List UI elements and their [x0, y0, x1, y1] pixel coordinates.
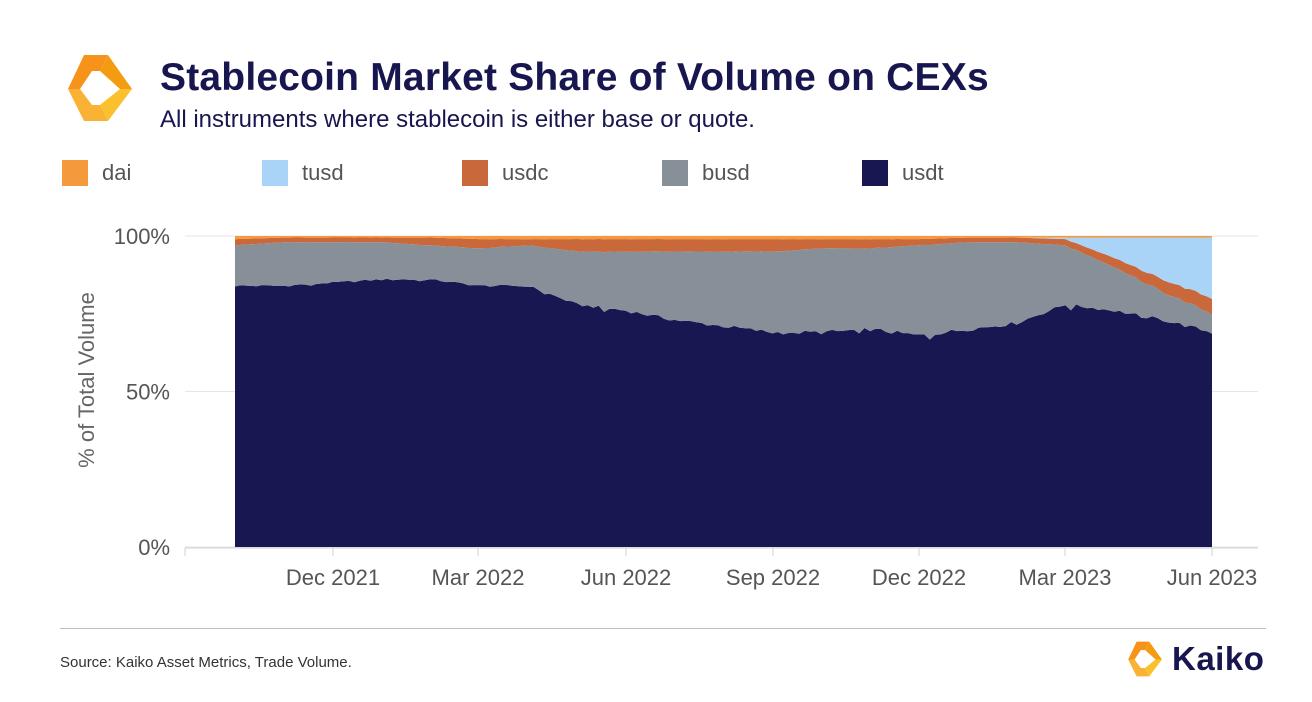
y-tick-label: 50%	[126, 380, 170, 405]
legend-swatch-dai	[62, 160, 88, 186]
x-tick-label: Jun 2022	[581, 565, 672, 590]
footer-divider	[60, 628, 1266, 629]
legend-item-dai[interactable]: dai	[62, 160, 131, 186]
legend-label-usdt: usdt	[902, 160, 944, 185]
area-usdt	[235, 278, 1212, 547]
area-tusd	[235, 237, 1212, 299]
legend-label-dai: dai	[102, 160, 132, 185]
legend-label-tusd: tusd	[302, 160, 344, 185]
y-axis-label: % of Total Volume	[74, 292, 99, 468]
chart-legend: dai tusd usdc busd usdt	[0, 160, 1312, 196]
legend-item-busd[interactable]: busd	[662, 160, 750, 186]
x-tick-label: Mar 2023	[1019, 565, 1112, 590]
x-tick-label: Dec 2021	[286, 565, 380, 590]
legend-item-usdt[interactable]: usdt	[862, 160, 944, 186]
y-tick-label: 100%	[114, 224, 170, 249]
x-tick-label: Dec 2022	[872, 565, 966, 590]
kaiko-logo-icon	[68, 55, 132, 121]
y-tick-label: 0%	[138, 535, 170, 560]
legend-swatch-busd	[662, 160, 688, 186]
area-busd	[235, 242, 1212, 340]
kaiko-brand[interactable]: Kaiko	[1124, 640, 1264, 678]
source-note: Source: Kaiko Asset Metrics, Trade Volum…	[60, 654, 352, 671]
chart-subtitle: All instruments where stablecoin is eith…	[160, 106, 755, 133]
legend-swatch-tusd	[262, 160, 288, 186]
area-series	[235, 236, 1212, 547]
stacked-area-chart: 0% 50% 100% Dec 2021 Mar 2022 Jun 2022 Sep 202…	[74, 224, 1258, 590]
axes: 0% 50% 100% Dec 2021 Mar 2022 Jun 2022 Sep 202…	[114, 224, 1258, 590]
brand-name: Kaiko	[1172, 640, 1265, 677]
legend-swatch-usdt	[862, 160, 888, 186]
legend-swatch-usdc	[462, 160, 488, 186]
legend-label-usdc: usdc	[502, 160, 549, 185]
chart-title: Stablecoin Market Share of Volume on CEX…	[160, 56, 989, 99]
kaiko-brand-icon	[1128, 641, 1162, 677]
legend-item-usdc[interactable]: usdc	[462, 160, 548, 186]
area-dai	[235, 236, 1212, 240]
x-tick-label: Jun 2023	[1167, 565, 1258, 590]
legend-item-tusd[interactable]: tusd	[262, 160, 344, 186]
x-tick-label: Mar 2022	[432, 565, 525, 590]
legend-label-busd: busd	[702, 160, 750, 185]
x-tick-label: Sep 2022	[726, 565, 820, 590]
